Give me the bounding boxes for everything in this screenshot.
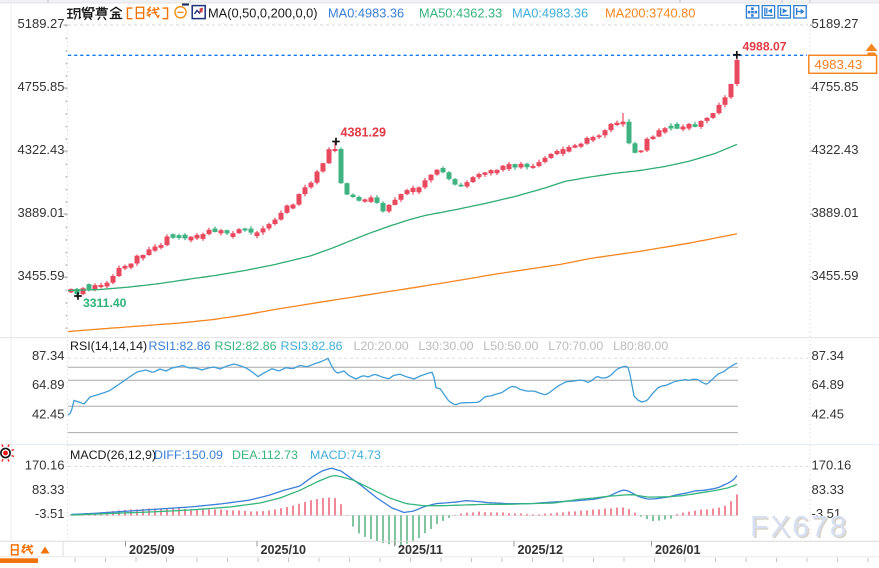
svg-text:2025/09: 2025/09 — [129, 543, 175, 557]
svg-text:4988.07: 4988.07 — [743, 39, 787, 53]
svg-text:4983.43: 4983.43 — [815, 57, 863, 72]
svg-text:L30:30.00: L30:30.00 — [418, 339, 473, 353]
svg-text:42.45: 42.45 — [32, 406, 65, 421]
svg-text:L70:70.00: L70:70.00 — [548, 339, 603, 353]
svg-text:4322.43: 4322.43 — [18, 142, 65, 157]
svg-text:5189.27: 5189.27 — [18, 16, 65, 31]
svg-text:4381.29: 4381.29 — [341, 126, 387, 140]
svg-text:FX678: FX678 — [750, 511, 848, 544]
svg-text:2025/12: 2025/12 — [518, 543, 564, 557]
svg-text:-3.51: -3.51 — [35, 506, 65, 521]
svg-text:64.89: 64.89 — [812, 377, 845, 392]
svg-text:MA50:4362.33: MA50:4362.33 — [419, 5, 502, 20]
svg-text:RSI(14,14,14): RSI(14,14,14) — [70, 339, 147, 353]
svg-text:FX678: FX678 — [752, 512, 850, 545]
svg-text:MACD(26,12,9): MACD(26,12,9) — [70, 448, 156, 462]
svg-text:DIFF:150.09: DIFF:150.09 — [154, 448, 223, 462]
svg-text:RSI3:82.86: RSI3:82.86 — [281, 339, 343, 353]
svg-text:83.33: 83.33 — [812, 482, 845, 497]
svg-text:83.33: 83.33 — [32, 482, 65, 497]
svg-text:L80:80.00: L80:80.00 — [613, 339, 668, 353]
svg-text:MA(0,50,0,200,0,0): MA(0,50,0,200,0,0) — [208, 5, 318, 20]
svg-text:64.89: 64.89 — [32, 377, 65, 392]
svg-text:170.16: 170.16 — [812, 458, 852, 473]
svg-text:RSI1:82.86: RSI1:82.86 — [149, 339, 211, 353]
svg-text:3889.01: 3889.01 — [18, 205, 65, 220]
svg-text:170.16: 170.16 — [25, 458, 65, 473]
svg-text:L20:20.00: L20:20.00 — [354, 339, 409, 353]
svg-text:42.45: 42.45 — [812, 406, 845, 421]
svg-text:2025/10: 2025/10 — [261, 543, 307, 557]
svg-text:2026/01: 2026/01 — [655, 543, 701, 557]
svg-text:87.34: 87.34 — [812, 348, 845, 363]
svg-text:MA200:3740.80: MA200:3740.80 — [605, 5, 695, 20]
svg-text:DEA:112.73: DEA:112.73 — [232, 448, 298, 462]
svg-text:L50:50.00: L50:50.00 — [483, 339, 538, 353]
svg-text:3455.59: 3455.59 — [812, 268, 859, 283]
svg-text:MA0:4983.36: MA0:4983.36 — [512, 5, 588, 20]
svg-text:2025/11: 2025/11 — [398, 543, 443, 557]
svg-text:4755.85: 4755.85 — [812, 79, 859, 94]
svg-text:RSI2:82.86: RSI2:82.86 — [215, 339, 277, 353]
svg-text:MA0:4983.36: MA0:4983.36 — [328, 5, 404, 20]
svg-text:-3.51: -3.51 — [812, 506, 842, 521]
svg-text:3889.01: 3889.01 — [812, 205, 859, 220]
svg-text:4755.85: 4755.85 — [18, 79, 65, 94]
svg-text:87.34: 87.34 — [32, 348, 65, 363]
svg-text:3455.59: 3455.59 — [18, 268, 65, 283]
svg-text:MACD:74.73: MACD:74.73 — [310, 448, 381, 462]
svg-text:3311.40: 3311.40 — [83, 296, 127, 310]
svg-text:4322.43: 4322.43 — [812, 142, 859, 157]
svg-text:5189.27: 5189.27 — [812, 16, 859, 31]
